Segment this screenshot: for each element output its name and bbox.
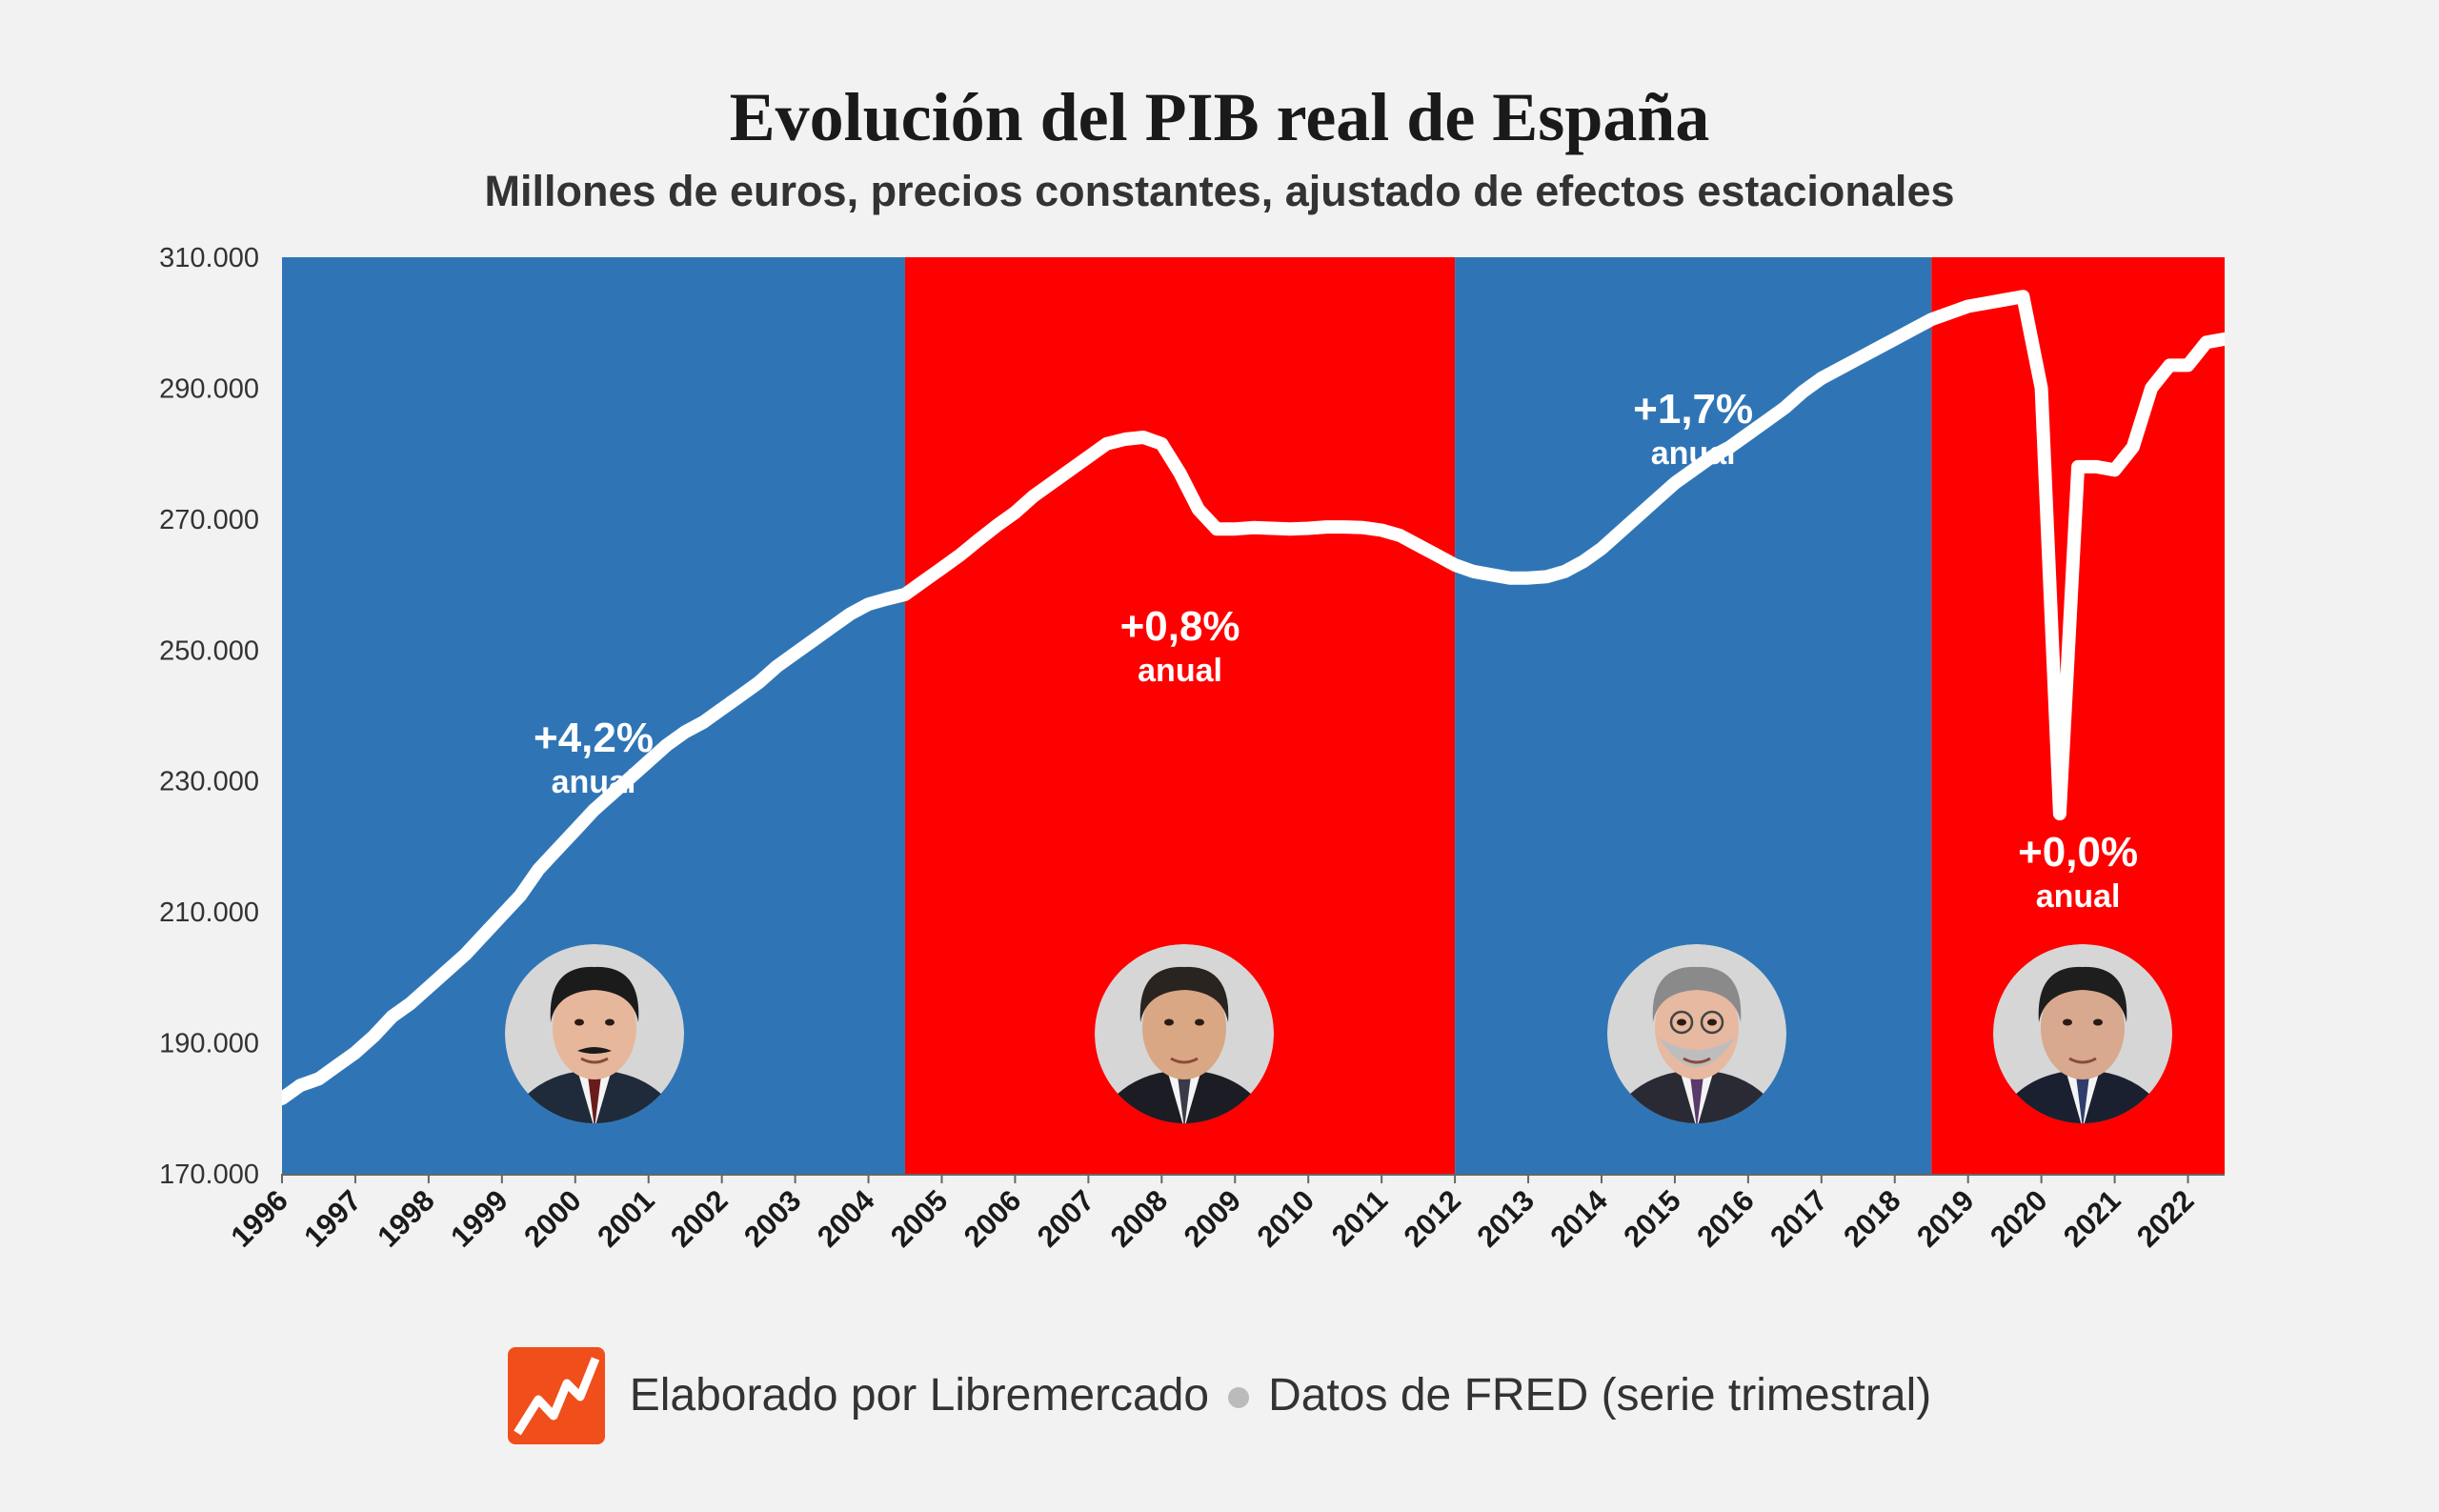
footer: Elaborado por Libremercado Datos de FRED… <box>0 1345 2439 1445</box>
aznar-portrait <box>505 944 684 1123</box>
growth-value-label: +4,2% <box>534 715 654 761</box>
portrait-hair <box>1139 966 1229 1022</box>
x-tick-label: 2021 <box>2057 1183 2127 1254</box>
x-tick-label: 2020 <box>1984 1183 2054 1254</box>
portrait-eye <box>1677 1018 1686 1026</box>
y-tick-label: 250.000 <box>159 635 259 666</box>
x-tick-label: 2018 <box>1837 1183 1907 1254</box>
growth-value-label: +0,8% <box>1120 603 1240 650</box>
x-tick-label: 2010 <box>1251 1183 1321 1254</box>
portrait-mouth <box>2068 1057 2097 1064</box>
rajoy-portrait <box>1607 944 1786 1123</box>
y-tick-label: 310.000 <box>159 243 259 273</box>
y-tick-label: 290.000 <box>159 373 259 404</box>
x-tick-label: 2012 <box>1398 1183 1468 1254</box>
portrait-tie <box>2076 1076 2089 1123</box>
x-tick-label: 2013 <box>1470 1183 1541 1254</box>
growth-value-label: +1,7% <box>1633 386 1753 433</box>
portrait-eye <box>2063 1018 2072 1026</box>
portrait-mouth <box>1170 1057 1199 1064</box>
portrait-mouth <box>1683 1057 1711 1064</box>
portrait-hair <box>1652 966 1742 1022</box>
x-tick-label: 1999 <box>444 1183 514 1254</box>
chart-title: Evolución del PIB real de España <box>729 79 1710 155</box>
y-tick-label: 210.000 <box>159 897 259 928</box>
y-tick-label: 170.000 <box>159 1159 259 1190</box>
growth-unit-label: anual <box>1651 435 1736 472</box>
x-tick-label: 1997 <box>297 1183 368 1254</box>
portrait-beard <box>1659 1038 1735 1067</box>
libremercado-logo-icon <box>507 1346 605 1444</box>
growth-unit-label: anual <box>552 764 636 800</box>
gdp-line <box>282 290 2225 1105</box>
x-tick-label: 2016 <box>1690 1183 1761 1254</box>
growth-unit-label: anual <box>2036 878 2121 915</box>
x-tick-label: 2007 <box>1031 1183 1101 1254</box>
x-tick-label: 2014 <box>1543 1183 1614 1254</box>
portrait-hair <box>550 966 639 1022</box>
portrait-glasses <box>1669 1010 1694 1035</box>
chart-subtitle: Millones de euros, precios constantes, a… <box>484 167 1955 215</box>
footer-source: Datos de FRED (serie trimestral) <box>1268 1370 1932 1421</box>
portrait-eye <box>2093 1018 2103 1026</box>
y-tick-label: 190.000 <box>159 1029 259 1059</box>
portrait-glasses <box>1700 1010 1724 1035</box>
portrait-eye <box>605 1018 615 1026</box>
footer-credit: Elaborado por Libremercado <box>629 1370 1210 1421</box>
portrait-tie <box>1690 1076 1703 1123</box>
x-tick-label: 2019 <box>1910 1183 1981 1254</box>
x-tick-label: 2017 <box>1764 1183 1834 1254</box>
y-tick-label: 270.000 <box>159 505 259 535</box>
portrait-eye <box>1164 1018 1174 1026</box>
portrait-tie <box>1178 1076 1191 1123</box>
portrait-eye <box>1707 1018 1717 1026</box>
x-tick-label: 2000 <box>517 1183 588 1254</box>
growth-value-label: +0,0% <box>2018 829 2138 876</box>
x-tick-label: 2002 <box>664 1183 735 1254</box>
x-tick-label: 1998 <box>371 1183 441 1254</box>
x-tick-label: 2011 <box>1325 1183 1394 1252</box>
portrait-eye <box>574 1018 584 1026</box>
portrait-eye <box>1195 1018 1204 1026</box>
x-tick-label: 2006 <box>957 1183 1028 1254</box>
portrait-face <box>2041 977 2125 1079</box>
x-tick-label: 2015 <box>1617 1183 1687 1254</box>
x-tick-label: 2003 <box>737 1183 808 1254</box>
x-tick-label: 2005 <box>884 1183 955 1254</box>
x-tick-label: 2001 <box>591 1183 661 1254</box>
growth-unit-label: anual <box>1138 653 1222 689</box>
x-tick-label: 2008 <box>1104 1183 1175 1254</box>
x-tick-label: 2022 <box>2130 1183 2201 1254</box>
portrait-tie <box>588 1076 601 1123</box>
portrait-mustache <box>577 1047 612 1054</box>
portrait-hair <box>2038 966 2127 1022</box>
y-tick-label: 230.000 <box>159 767 259 797</box>
separator-dot-icon <box>1228 1386 1250 1408</box>
portrait-mouth <box>580 1057 609 1064</box>
portrait-face <box>1142 977 1226 1079</box>
portrait-face <box>553 977 636 1079</box>
x-tick-label: 2009 <box>1178 1183 1248 1254</box>
x-tick-label: 2004 <box>811 1183 881 1254</box>
x-tick-label: 1996 <box>224 1183 294 1254</box>
